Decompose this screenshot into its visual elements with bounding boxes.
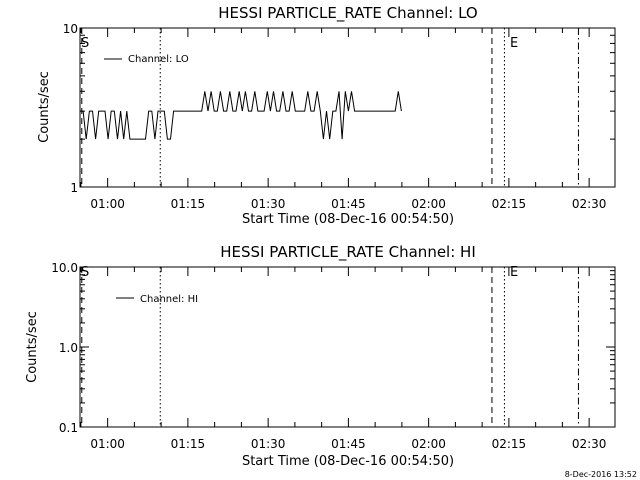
chart2-ylabel: Counts/sec (25, 311, 40, 383)
chart1-ytick-label: 10 (63, 22, 78, 36)
chart2-ytick-label: 0.1 (59, 421, 78, 435)
chart1-marker-end: E (510, 36, 518, 51)
chart2-xlabel: Start Time (08-Dec-16 00:54:50) (242, 454, 454, 469)
chart1-xtick-label: 01:15 (171, 197, 206, 211)
chart2-title: HESSI PARTICLE_RATE Channel: HI (220, 243, 476, 262)
chart1-xtick-label: 02:15 (492, 197, 527, 211)
chart2-xtick-label: 01:15 (171, 437, 206, 451)
chart2-xtick-label: 02:00 (411, 437, 446, 451)
chart1-xtick-label: 02:00 (411, 197, 446, 211)
chart1-xtick-label: 01:00 (90, 197, 125, 211)
chart1-legend-label: Channel: LO (128, 54, 189, 65)
chart1-title: HESSI PARTICLE_RATE Channel: LO (218, 4, 477, 23)
chart1-xlabel: Start Time (08-Dec-16 00:54:50) (242, 212, 454, 227)
chart2-xtick-label: 02:15 (492, 437, 527, 451)
chart1-plot-frame (79, 27, 616, 188)
chart1-marker-start: S (81, 36, 89, 51)
chart1-ylabel: Counts/sec (37, 71, 52, 143)
chart1-xtick-label: 01:45 (331, 197, 366, 211)
chart2-xtick-label: 02:30 (572, 437, 607, 451)
chart2-xtick-label: 01:30 (251, 437, 286, 451)
chart2-xtick-label: 01:00 (90, 437, 125, 451)
chart1-xtick-label: 02:30 (572, 197, 607, 211)
chart2-marker-start: S (81, 265, 89, 280)
chart2-xtick-label: 01:45 (331, 437, 366, 451)
chart2-marker-end: E (510, 265, 518, 280)
footer-timestamp: 8-Dec-2016 13:52 (565, 470, 637, 479)
chart1-xtick-label: 01:30 (251, 197, 286, 211)
chart2-legend-label: Channel: HI (140, 294, 198, 305)
chart2-ytick-label: 10.0 (51, 261, 78, 275)
chart1-series-line-1 (80, 91, 402, 140)
chart2-ytick-label: 1.0 (59, 341, 78, 355)
chart1-ytick-label: 1 (70, 181, 78, 195)
